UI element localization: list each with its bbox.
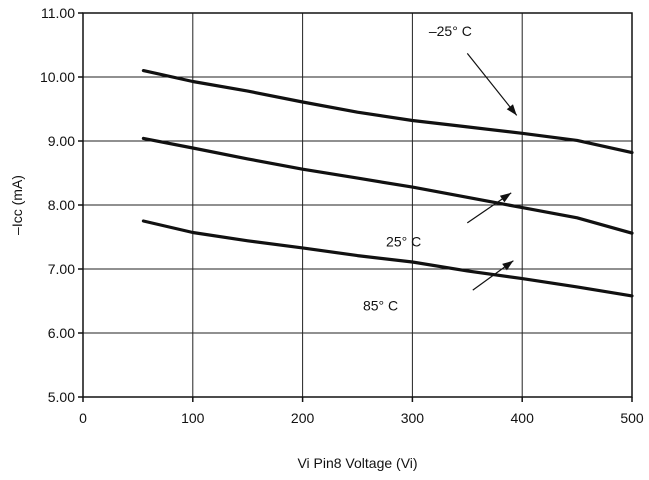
- y-tick-label: 9.00: [48, 133, 75, 149]
- x-tick-label: 400: [511, 410, 535, 426]
- x-tick-label: 500: [620, 410, 644, 426]
- annotation-label: 85° C: [363, 297, 398, 313]
- y-tick-label: 10.00: [40, 69, 75, 85]
- y-tick-label: 7.00: [48, 261, 75, 277]
- grid: [83, 13, 632, 397]
- annotation-label: 25° C: [386, 233, 421, 249]
- x-axis-label: Vi Pin8 Voltage (Vi): [297, 455, 417, 471]
- x-tick-label: 300: [401, 410, 425, 426]
- series-lines: [141, 68, 634, 298]
- series-line: [141, 219, 634, 298]
- y-tick-label: 11.00: [41, 5, 75, 21]
- series-line: [141, 136, 634, 235]
- y-tick-label: 8.00: [48, 197, 75, 213]
- x-tick-label: 100: [181, 410, 205, 426]
- annotation-arrowhead: [502, 260, 514, 271]
- annotations: –25° C 25° C 85° C: [363, 23, 518, 313]
- annotation-label: –25° C: [429, 23, 472, 39]
- annotation-arrowhead: [506, 104, 517, 116]
- x-tick-label: 0: [79, 410, 87, 426]
- y-tick-label: 5.00: [48, 389, 75, 405]
- y-axis-label: –Icc (mA): [9, 175, 25, 235]
- x-tick-label: 200: [291, 410, 315, 426]
- annotation-arrowhead: [499, 192, 512, 203]
- tick-labels: 0 100 200 300 400 500 5.00 6.00 7.00 8.00 9.00 10.0…: [40, 5, 644, 426]
- annotation-arrow: [466, 52, 518, 116]
- series-line: [141, 68, 634, 155]
- y-tick-label: 6.00: [48, 325, 75, 341]
